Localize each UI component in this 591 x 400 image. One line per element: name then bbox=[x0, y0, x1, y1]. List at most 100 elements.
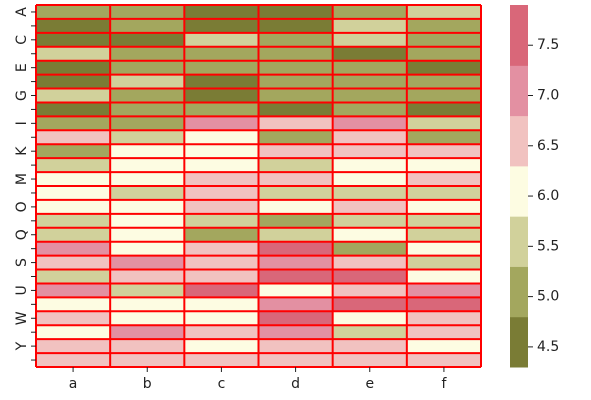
heatmap-cell-K-e bbox=[332, 144, 408, 159]
heatmap-cell-O-e bbox=[332, 199, 408, 215]
heatmap-cell-H-a bbox=[36, 102, 111, 117]
heatmap-cell-D-d bbox=[258, 46, 334, 62]
heatmap-cell-I-c bbox=[184, 116, 259, 131]
heatmap-cell-Z-b bbox=[110, 353, 185, 368]
heatmap-cell-Y-e bbox=[332, 339, 408, 354]
heatmap-cell-Q-c bbox=[184, 227, 259, 243]
heatmap-cell-T-b bbox=[110, 269, 185, 284]
y-tick-label: Y bbox=[14, 341, 30, 351]
heatmap-cell-L-d bbox=[258, 158, 334, 173]
heatmap-cell-G-d bbox=[258, 88, 334, 103]
y-tick-label: S bbox=[14, 258, 30, 267]
heatmap-cell-K-b bbox=[110, 144, 185, 159]
heatmap-cell-M-e bbox=[332, 172, 408, 187]
heatmap-cell-D-c bbox=[184, 46, 259, 62]
heatmap-cell-F-c bbox=[184, 74, 259, 90]
heatmap-cell-V-a bbox=[36, 297, 111, 312]
heatmap-cell-X-e bbox=[332, 325, 408, 340]
heatmap-cell-A-c bbox=[184, 5, 259, 20]
heatmap-cell-E-c bbox=[184, 60, 259, 76]
heatmap-cell-D-a bbox=[36, 46, 111, 62]
heatmap-cell-R-b bbox=[110, 241, 185, 257]
heatmap-cell-S-e bbox=[332, 255, 408, 271]
heatmap-cell-Q-d bbox=[258, 227, 334, 243]
heatmap-cell-U-c bbox=[184, 283, 259, 298]
heatmap-cell-D-f bbox=[406, 46, 482, 62]
heatmap-cell-U-f bbox=[406, 283, 482, 298]
heatmap-cell-L-f bbox=[406, 158, 482, 173]
heatmap-cell-O-c bbox=[184, 199, 259, 215]
heatmap-cell-B-b bbox=[110, 18, 185, 34]
heatmap-cell-X-c bbox=[184, 325, 259, 340]
heatmap-cell-R-e bbox=[332, 241, 408, 257]
heatmap-cell-W-c bbox=[184, 311, 259, 326]
heatmap-cell-S-f bbox=[406, 255, 482, 271]
heatmap-cell-P-c bbox=[184, 213, 259, 229]
heatmap-cell-F-a bbox=[36, 74, 111, 90]
heatmap-cell-I-d bbox=[258, 116, 334, 131]
y-tick-label: O bbox=[14, 201, 30, 212]
heatmap-cell-Q-f bbox=[406, 227, 482, 243]
y-axis: A C E G I K M O Q S U W Y bbox=[14, 7, 36, 361]
heatmap-cell-D-e bbox=[332, 46, 408, 62]
heatmap-cell-B-a bbox=[36, 18, 111, 34]
heatmap-cell-Z-d bbox=[258, 353, 334, 368]
heatmap-cell-M-a bbox=[36, 172, 111, 187]
heatmap-cell-Y-f bbox=[406, 339, 482, 354]
heatmap-cell-F-b bbox=[110, 74, 185, 90]
heatmap-cell-W-a bbox=[36, 311, 111, 326]
heatmap-cell-C-c bbox=[184, 32, 259, 48]
heatmap-cell-Q-b bbox=[110, 227, 185, 243]
heatmap-cell-I-e bbox=[332, 116, 408, 131]
colorbar-segment bbox=[510, 316, 528, 368]
colorbar-tick-label: 7.0 bbox=[537, 88, 559, 104]
colorbar-segment bbox=[510, 115, 528, 167]
x-axis: a b c d e f bbox=[69, 367, 447, 392]
heatmap-cell-T-a bbox=[36, 269, 111, 284]
heatmap-cell-N-c bbox=[184, 186, 259, 201]
colorbar-tick-label: 5.0 bbox=[537, 289, 559, 305]
heatmap-cell-M-d bbox=[258, 172, 334, 187]
heatmap-cell-S-c bbox=[184, 255, 259, 271]
heatmap-cell-Z-e bbox=[332, 353, 408, 368]
colorbar: 4.5 5.0 5.5 6.0 6.5 7.0 7.5 bbox=[510, 5, 559, 368]
heatmap-cell-I-b bbox=[110, 116, 185, 131]
heatmap-cell-N-e bbox=[332, 186, 408, 201]
heatmap-cell-K-c bbox=[184, 144, 259, 159]
heatmap-cell-P-e bbox=[332, 213, 408, 229]
heatmap-gridlines bbox=[35, 4, 482, 368]
heatmap-cell-V-f bbox=[406, 297, 482, 312]
heatmap-cell-N-a bbox=[36, 186, 111, 201]
heatmap-cell-K-f bbox=[406, 144, 482, 159]
heatmap-cell-O-a bbox=[36, 199, 111, 215]
heatmap-cell-Z-a bbox=[36, 353, 111, 368]
heatmap-cell-C-d bbox=[258, 32, 334, 48]
x-tick-label: f bbox=[441, 376, 447, 392]
heatmap-cell-T-d bbox=[258, 269, 334, 284]
heatmap-cell-X-a bbox=[36, 325, 111, 340]
heatmap-cell-L-b bbox=[110, 158, 185, 173]
heatmap-cell-Y-c bbox=[184, 339, 259, 354]
heatmap-cell-J-d bbox=[258, 130, 334, 145]
x-tick-label: e bbox=[365, 376, 374, 392]
heatmap-cell-B-d bbox=[258, 18, 334, 34]
heatmap-cell-N-b bbox=[110, 186, 185, 201]
y-tick-label: E bbox=[14, 63, 30, 72]
heatmap-cell-P-d bbox=[258, 213, 334, 229]
heatmap-cell-E-b bbox=[110, 60, 185, 76]
colorbar-tick-label: 6.0 bbox=[537, 188, 559, 204]
heatmap-cell-X-b bbox=[110, 325, 185, 340]
heatmap-cell-H-c bbox=[184, 102, 259, 117]
heatmap-cell-U-d bbox=[258, 283, 334, 298]
heatmap-cell-M-f bbox=[406, 172, 482, 187]
heatmap-cell-W-b bbox=[110, 311, 185, 326]
heatmap-cell-V-e bbox=[332, 297, 408, 312]
heatmap-cell-T-c bbox=[184, 269, 259, 284]
x-tick-label: d bbox=[291, 376, 300, 392]
y-tick-label: Q bbox=[14, 229, 30, 240]
x-tick-label: a bbox=[69, 376, 78, 392]
heatmap-cell-L-a bbox=[36, 158, 111, 173]
heatmap-cell-G-b bbox=[110, 88, 185, 103]
heatmap-cell-B-f bbox=[406, 18, 482, 34]
